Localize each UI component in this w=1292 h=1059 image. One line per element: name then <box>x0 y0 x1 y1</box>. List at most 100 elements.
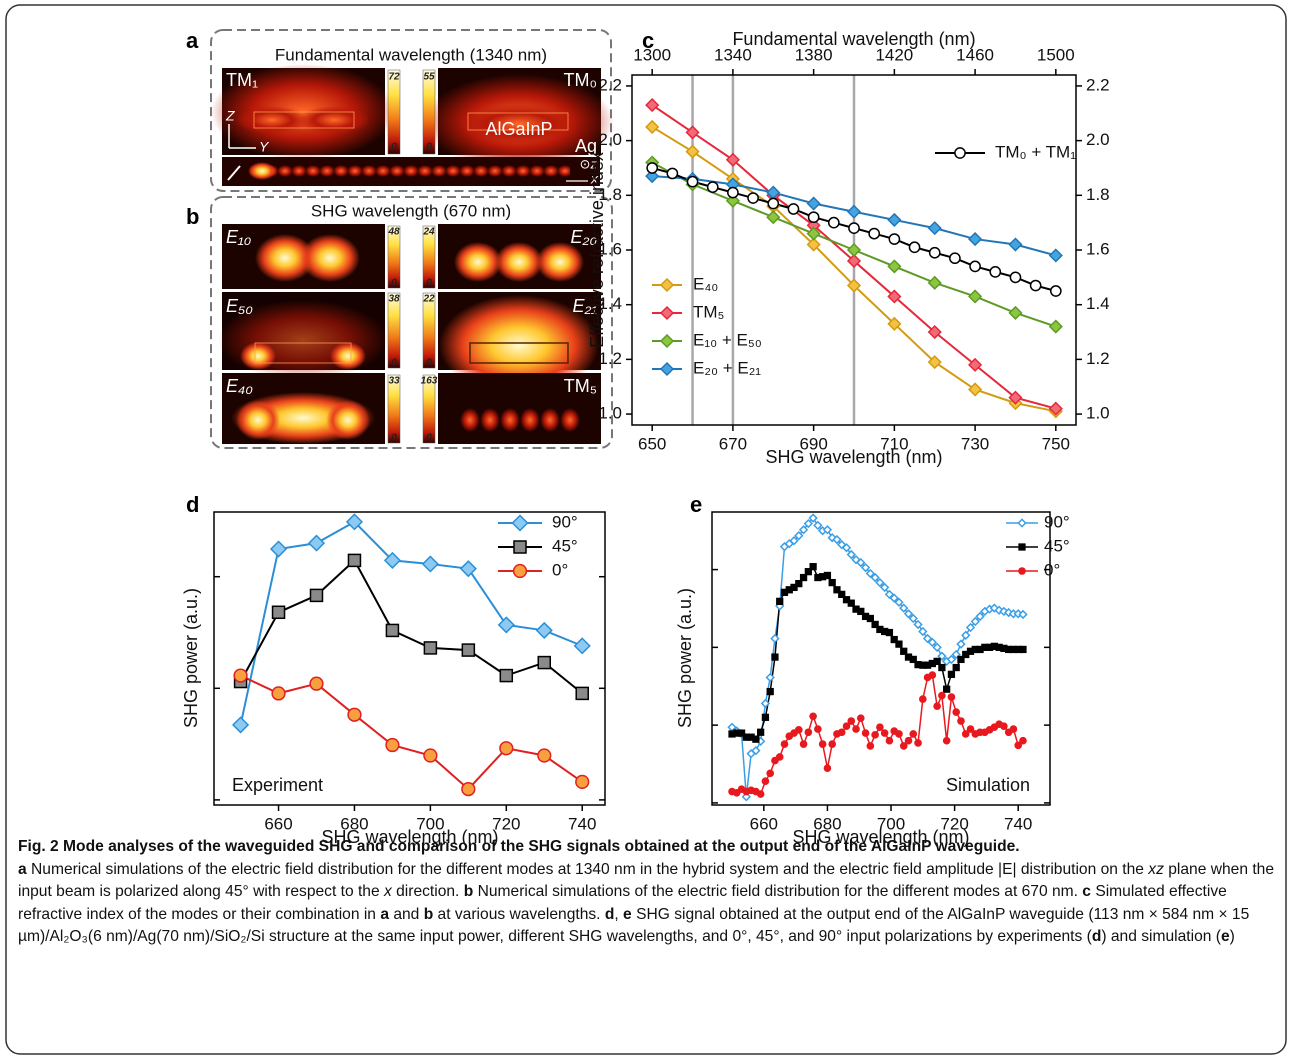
field-glow <box>540 408 560 432</box>
y-tick-label: 1.2 <box>598 349 622 368</box>
x2-tick-label: 1500 <box>1037 45 1075 64</box>
marker <box>949 252 961 265</box>
marker <box>947 670 956 678</box>
caption-body: a Numerical simulations of the electric … <box>18 859 1276 949</box>
legend-marker <box>659 361 675 377</box>
field-image <box>438 373 601 444</box>
strip-source <box>248 162 276 180</box>
marker <box>966 725 975 733</box>
marker <box>887 289 902 304</box>
colorbar <box>387 374 401 444</box>
marker <box>706 181 719 193</box>
y-axis-label: Effective refractive index <box>587 152 607 348</box>
marker <box>799 573 808 582</box>
marker <box>535 621 553 639</box>
colorbar-min: 0 <box>426 278 432 289</box>
marker <box>899 742 908 750</box>
marker <box>804 728 813 737</box>
marker <box>806 196 821 211</box>
marker <box>933 657 941 666</box>
marker <box>879 582 890 593</box>
marker <box>737 729 746 737</box>
plot-frame <box>711 511 1051 806</box>
annotation: Experiment <box>232 775 323 795</box>
x-tick-label: 740 <box>1004 814 1032 833</box>
marker <box>942 736 951 745</box>
annotation: Simulation <box>946 775 1030 795</box>
colorbar-max: 72 <box>388 72 400 83</box>
mode-label: E₁₀ <box>226 227 252 247</box>
marker <box>233 668 248 683</box>
marker <box>970 616 980 627</box>
legend-marker <box>659 277 675 293</box>
axes-icon <box>228 124 256 149</box>
marker <box>870 572 880 583</box>
marker <box>847 717 856 725</box>
axis-label: ⊙z <box>580 156 598 171</box>
marker <box>1018 609 1028 620</box>
marker <box>832 534 842 545</box>
figure-frame <box>5 4 1287 1055</box>
marker <box>423 641 438 655</box>
caption-text: ) and simulation ( <box>1101 928 1221 946</box>
marker <box>927 637 938 648</box>
y-tick-label: 1.8 <box>598 185 622 204</box>
marker <box>968 232 983 247</box>
legend-marker <box>659 305 675 321</box>
marker <box>685 144 700 159</box>
marker <box>271 605 286 620</box>
marker <box>846 242 862 258</box>
marker <box>761 777 770 786</box>
marker <box>497 616 515 634</box>
marker <box>932 642 942 653</box>
marker <box>846 253 862 268</box>
colorbar-max: 55 <box>423 72 435 83</box>
marker <box>499 741 514 756</box>
colorbar <box>422 292 436 369</box>
y2-tick-label: 1.0 <box>1086 404 1110 423</box>
marker <box>1048 401 1063 416</box>
marker <box>760 698 771 709</box>
marker <box>345 513 364 531</box>
marker <box>887 259 902 274</box>
marker <box>957 717 965 725</box>
caption-text: c <box>1082 883 1091 901</box>
marker <box>847 599 855 607</box>
x-axis-label: SHG wavelength (nm) <box>792 827 969 847</box>
x-tick-label: 650 <box>638 434 666 453</box>
marker <box>1049 285 1062 297</box>
x-tick-label: 750 <box>1042 434 1070 453</box>
marker <box>686 175 699 188</box>
field-glow <box>330 342 366 370</box>
marker <box>269 540 288 558</box>
marker <box>309 588 324 603</box>
y2-tick-label: 1.8 <box>1086 185 1110 204</box>
y-tick-label: 1.6 <box>598 239 622 258</box>
caption-text: d <box>604 905 615 923</box>
marker <box>833 586 841 594</box>
y-axis-label: SHG power (a.u.) <box>181 588 201 728</box>
marker <box>968 382 983 397</box>
marker <box>383 551 401 569</box>
x-tick-label: 680 <box>813 814 841 833</box>
colorbar <box>422 374 436 444</box>
caption: Fig. 2 Mode analyses of the waveguided S… <box>18 836 1276 949</box>
mode-label: E₂₀ <box>571 227 598 247</box>
marker <box>827 216 840 229</box>
marker <box>842 722 851 730</box>
marker <box>309 676 324 691</box>
marker <box>943 685 951 693</box>
marker <box>828 578 836 587</box>
marker <box>1029 279 1042 292</box>
marker <box>969 260 981 273</box>
caption-text: plane when the input beam is polarized a… <box>18 860 1274 901</box>
legend-label: TM₀ + TM₁ <box>995 142 1076 161</box>
caption-text: direction. <box>391 883 464 901</box>
marker <box>856 714 865 722</box>
waveguide-outline <box>253 111 355 129</box>
y-tick-label: 1.0 <box>598 404 622 423</box>
marker <box>927 275 942 290</box>
series-line <box>239 558 583 695</box>
y-tick-label: 1.4 <box>598 294 622 313</box>
marker <box>271 686 286 701</box>
